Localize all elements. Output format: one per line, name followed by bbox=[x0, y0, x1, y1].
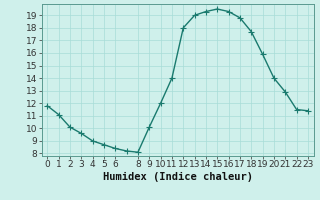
X-axis label: Humidex (Indice chaleur): Humidex (Indice chaleur) bbox=[103, 172, 252, 182]
